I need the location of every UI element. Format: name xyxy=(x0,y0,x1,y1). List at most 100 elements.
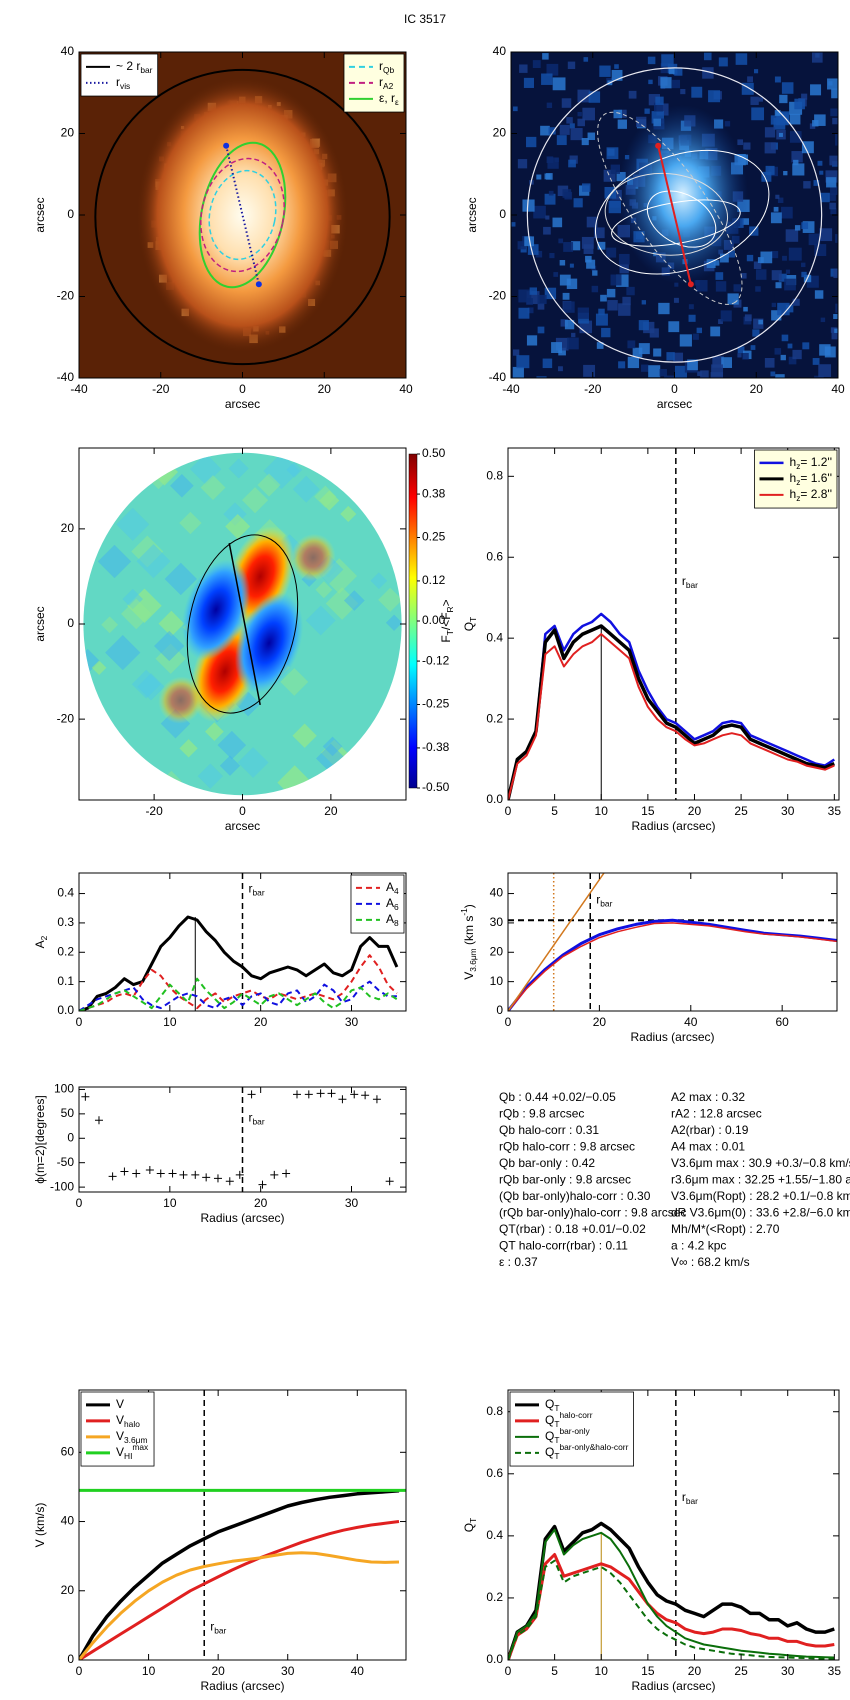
legend-label: ~ 2 rbar xyxy=(116,59,153,75)
y-tick-label: 0.2 xyxy=(57,944,74,958)
image-pixel xyxy=(570,128,583,141)
x-tick-label: 20 xyxy=(324,804,338,818)
image-pixel xyxy=(537,302,545,310)
y-tick-label: 60 xyxy=(61,1444,75,1458)
overlay-dot xyxy=(223,142,230,149)
image-pixel xyxy=(532,60,541,69)
image-pixel xyxy=(700,370,709,378)
map-patch xyxy=(383,782,402,796)
plot-frame xyxy=(507,1389,840,1661)
image-pixel xyxy=(536,174,542,180)
y-tick-label: -20 xyxy=(57,711,75,725)
x-tick-label: 15 xyxy=(641,804,655,818)
image-pixel xyxy=(641,300,647,305)
image-pixel xyxy=(638,343,650,355)
scatter-point xyxy=(168,1169,177,1178)
text-part: T xyxy=(468,1518,478,1523)
image-pixel xyxy=(827,78,838,90)
text-part: ~ 2 r xyxy=(116,59,140,73)
image-pixel xyxy=(760,251,773,264)
image-pixel xyxy=(618,303,631,316)
image-pixel xyxy=(810,84,822,96)
image-pixel xyxy=(742,218,750,225)
y-tick-label: 0.2 xyxy=(486,1590,503,1604)
x-tick-label: 60 xyxy=(775,1015,789,1029)
legend-label: rvis xyxy=(116,75,130,91)
x-tick-label: -20 xyxy=(145,804,163,818)
image-pixel xyxy=(826,177,837,188)
x-tick-label: 40 xyxy=(684,1015,698,1029)
text-part: z xyxy=(796,493,800,503)
series-line xyxy=(508,612,835,800)
image-pixel xyxy=(789,113,801,125)
legend: QTQThalo-corrQTbar-onlyQTbar-only&halo-c… xyxy=(509,1391,634,1467)
y-tick-label: 40 xyxy=(61,44,75,58)
legend-label: QThalo-corr xyxy=(545,1410,593,1429)
x-tick-label: 10 xyxy=(595,1664,609,1678)
map-lobe xyxy=(290,533,336,581)
x-tick-label: 0 xyxy=(76,1196,83,1210)
image-pixel xyxy=(542,358,553,369)
scatter-point xyxy=(361,1091,370,1100)
legend-label: A4 xyxy=(386,880,399,896)
contour xyxy=(597,111,743,305)
image-pixel xyxy=(548,127,556,135)
image-pixel xyxy=(674,365,687,378)
text-part: A xyxy=(386,880,394,894)
reference-label: rbar xyxy=(249,882,265,898)
param-line: rQb halo-corr : 9.8 arcsec xyxy=(499,1140,635,1154)
text-part: r xyxy=(379,59,383,73)
image-pixel xyxy=(591,285,599,293)
text-part: z xyxy=(796,477,800,487)
image-pixel xyxy=(814,375,824,378)
text-part: bar xyxy=(686,1496,698,1506)
param-line: a : 4.2 kpc xyxy=(671,1239,726,1253)
galaxy-core xyxy=(617,104,749,285)
image-pixel xyxy=(830,327,837,333)
image-pixel xyxy=(830,208,837,215)
image-pixel xyxy=(582,183,591,192)
scatter-point xyxy=(247,1090,256,1099)
y-tick-label: -20 xyxy=(57,289,75,303)
image-pixel xyxy=(573,198,583,208)
legend-label: Vhalo xyxy=(116,1413,140,1429)
scatter-point xyxy=(81,1092,90,1101)
y-tick-label: 20 xyxy=(490,944,504,958)
image-pixel xyxy=(737,139,744,146)
image-pixel xyxy=(558,366,563,372)
image-pixel xyxy=(833,268,838,279)
image-pixel xyxy=(765,165,775,175)
image-pixel xyxy=(522,199,535,212)
image-pixel xyxy=(680,89,686,95)
text-part: 8 xyxy=(394,918,399,928)
image-pixel xyxy=(577,118,585,127)
legend-label: V xyxy=(116,1397,124,1411)
image-pixel xyxy=(773,117,786,130)
image-pixel xyxy=(673,297,679,303)
text-part: bar-only xyxy=(559,1426,590,1436)
scatter-point xyxy=(191,1170,200,1179)
map-patch xyxy=(83,469,103,499)
image-pixel xyxy=(533,205,546,219)
image-pixel xyxy=(592,270,598,276)
image-pixel xyxy=(688,314,696,322)
image-pixel xyxy=(818,364,832,377)
param-line: Qb bar-only : 0.42 xyxy=(499,1156,595,1170)
param-line: (rQb bar-only)halo-corr : 9.8 arcsec xyxy=(499,1206,686,1220)
image-pixel xyxy=(653,348,662,357)
x-tick-label: 0 xyxy=(76,1664,83,1678)
image-pixel xyxy=(764,357,775,368)
image-pixel xyxy=(556,135,567,146)
image-pixel xyxy=(755,269,767,280)
reference-label: rbar xyxy=(249,1111,265,1127)
image-pixel xyxy=(702,67,714,79)
image-pixel xyxy=(835,133,838,146)
map-patch xyxy=(97,488,123,514)
map-patch xyxy=(170,785,197,796)
scatter-point xyxy=(316,1089,325,1098)
image-pixel xyxy=(735,53,748,65)
image-pixel xyxy=(775,194,780,199)
image-pixel xyxy=(778,273,787,282)
